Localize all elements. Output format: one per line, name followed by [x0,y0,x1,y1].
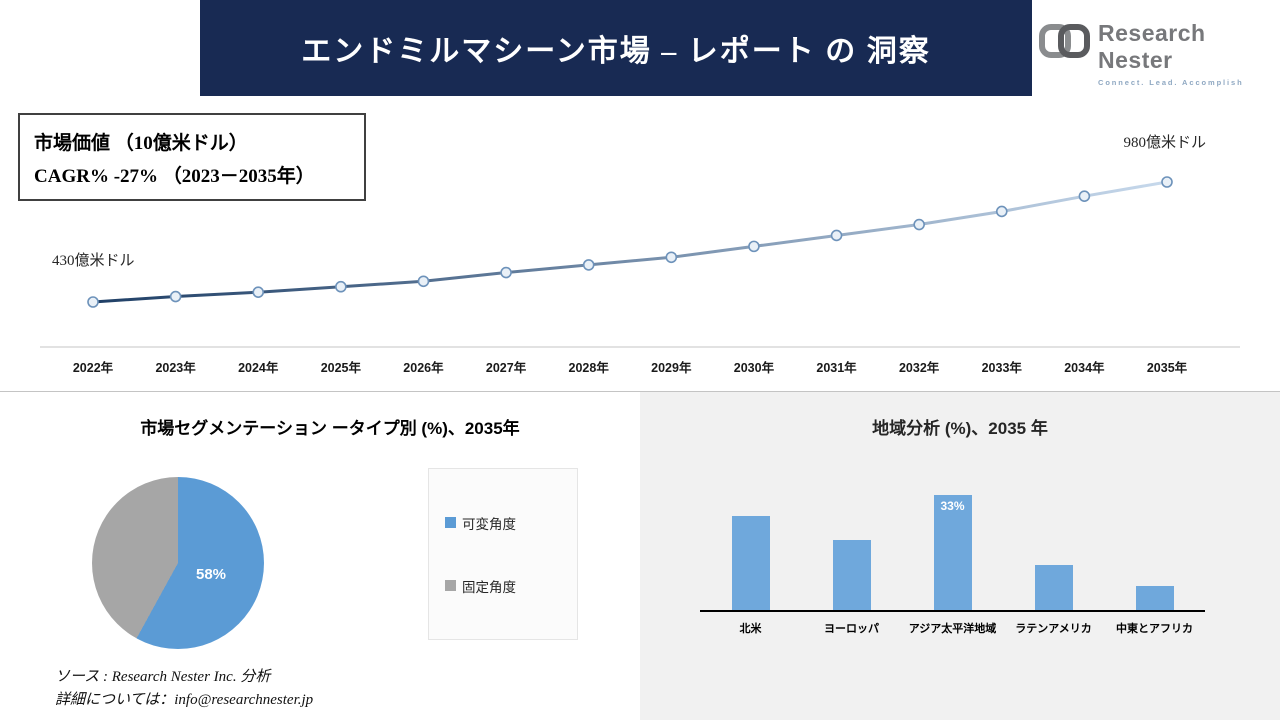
bar-value-label: 33% [940,498,965,513]
bar-chart-title: 地域分析 (%)、2035 年 [872,419,1048,438]
legend-item-固定角度: 固定角度 [445,576,561,596]
line-point-2033年 [995,205,1008,218]
bar-category-label: アジア太平洋地域 [908,623,997,635]
line-point-2022年 [87,296,99,308]
line-start-value-label: 430億米ドル [52,253,135,269]
x-axis-label: 2022年 [72,361,114,375]
legend-item-可変角度: 可変角度 [445,513,561,533]
legend-label: 可変角度 [462,516,516,532]
chain-link-icon [1038,20,1090,67]
x-axis-label: 2030年 [733,361,775,375]
bar-category-label: 中東とアフリカ [1116,623,1193,635]
x-axis-label: 2035年 [1146,361,1188,375]
segmentation-pie-chart [92,477,264,649]
bar-中東とアフリカ [1135,585,1174,610]
market-value-line-chart [40,176,1240,348]
bar-北米 [731,515,770,610]
kpi-box: 市場価値 （10億米ドル） CAGR% -27% （2023－2035年） [18,113,366,201]
line-point-2023年 [169,290,182,303]
x-axis-label: 2025年 [320,361,361,375]
line-point-2032年 [913,218,925,231]
bar-category-label: 北米 [739,623,762,635]
line-point-2024年 [252,286,265,298]
x-axis-label: 2034年 [1064,361,1105,375]
x-axis-label: 2029年 [651,361,692,375]
legend-swatch-icon [445,580,456,591]
pie-chart-title: 市場セグメンテーション ータイプ別 (%)、2035年 [140,419,520,438]
x-axis-label: 2027年 [485,361,527,375]
line-point-2030年 [748,240,760,253]
x-axis-label: 2023年 [155,361,196,375]
bar-category-label: ヨーロッパ [824,623,879,635]
line-series [92,180,1168,304]
legend-label: 固定角度 [462,579,516,595]
bar-アジア太平洋地域: 33% [933,494,972,610]
legend-swatch-icon [445,517,456,528]
bar-chart-category-labels: 北米 ヨーロッパ アジア太平洋地域 ラテンアメリカ 中東とアフリカ [700,620,1205,636]
line-point-2025年 [335,280,347,293]
x-axis-label: 2033年 [981,361,1022,375]
bar-ラテンアメリカ [1034,564,1073,610]
x-axis-label: 2031年 [816,361,857,375]
bar-ヨーロッパ [832,540,871,610]
pie-slice-value-label: 58% [196,566,227,583]
kpi-cagr: CAGR% -27% （2023－2035年） [34,166,315,188]
kpi-market-value: 市場価値 （10億米ドル） [34,133,248,154]
line-point-2028年 [582,259,595,271]
line-point-2035年 [1161,176,1173,188]
header-banner: エンドミルマシーン市場 – レポート の 洞察 [200,0,1032,96]
logo-name: Research Nester [1098,20,1206,73]
logo-text-block: Research Nester Connect. Lead. Accomplis… [1098,20,1280,87]
line-point-2026年 [417,275,430,288]
logo-tagline: Connect. Lead. Accomplish [1098,78,1244,87]
line-point-2031年 [830,229,843,242]
source-note: ソース : Research Nester Inc. 分析 [55,669,271,685]
bar-category-label: ラテンアメリカ [1015,623,1092,635]
x-axis-label: 2024年 [238,361,279,375]
company-logo: Research Nester Connect. Lead. Accomplis… [1038,20,1280,87]
page-title: エンドミルマシーン市場 – レポート の 洞察 [301,35,931,68]
footer: ソース : Research Nester Inc. 分析 詳細については：in… [55,666,313,713]
x-axis-label: 2026年 [403,361,444,375]
x-axis-label: 2028年 [568,361,609,375]
line-point-2027年 [500,266,512,279]
section-divider [0,391,1280,392]
pie-legend: 可変角度 固定角度 [428,468,578,640]
line-chart-x-labels: 2022年 2023年 2024年 2025年 2026年 2027年 2028年 2029年… [0,357,1280,377]
contact-email[interactable]: 詳細については：info@researchnester.jp [55,692,314,709]
line-point-2034年 [1078,190,1091,202]
line-end-value-label: 980億米ドル [1123,135,1206,151]
x-axis-label: 2032年 [898,361,940,375]
line-point-2029年 [665,251,678,264]
regional-bar-chart: 33% [700,478,1205,612]
